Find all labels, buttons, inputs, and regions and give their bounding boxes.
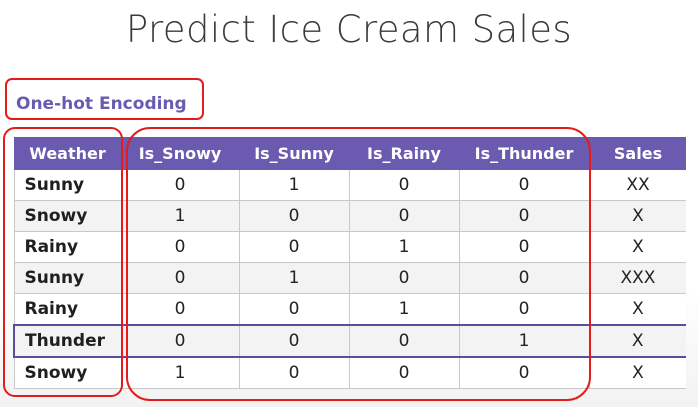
is-thunder-cell: 0	[458, 262, 590, 294]
sales-cell: X	[588, 293, 686, 326]
is-sunny-cell: 1	[238, 169, 350, 201]
weather-cell: Snowy	[13, 356, 122, 389]
weather-cell: Thunder	[13, 324, 122, 358]
is-snowy-cell: 0	[120, 262, 240, 294]
is-snowy-cell: 0	[120, 231, 240, 263]
column-header-is-thunder: Is_Thunder	[458, 137, 590, 170]
sales-cell: X	[588, 231, 686, 263]
weather-cell: Snowy	[13, 200, 122, 232]
is-sunny-cell: 0	[238, 324, 350, 358]
is-sunny-cell: 0	[238, 231, 350, 263]
sales-cell: X	[588, 324, 686, 358]
table-row: Rainy 0 0 1 0 X	[13, 293, 686, 326]
is-thunder-cell: 1	[458, 324, 590, 358]
is-rainy-cell: 0	[348, 169, 460, 201]
is-sunny-cell: 0	[238, 200, 350, 232]
is-rainy-cell: 1	[348, 293, 460, 326]
is-sunny-cell: 0	[238, 293, 350, 326]
sales-cell: XXX	[588, 262, 686, 294]
is-thunder-cell: 0	[458, 200, 590, 232]
sales-cell: X	[588, 200, 686, 232]
is-snowy-cell: 0	[120, 293, 240, 326]
is-snowy-cell: 1	[120, 356, 240, 389]
encoding-table: Weather Is_Snowy Is_Sunny Is_Rainy Is_Th…	[13, 137, 686, 389]
is-sunny-cell: 1	[238, 262, 350, 294]
is-rainy-cell: 1	[348, 231, 460, 263]
table-header-row: Weather Is_Snowy Is_Sunny Is_Rainy Is_Th…	[13, 137, 686, 170]
is-snowy-cell: 1	[120, 200, 240, 232]
is-rainy-cell: 0	[348, 262, 460, 294]
is-rainy-cell: 0	[348, 200, 460, 232]
slide-subtitle: One-hot Encoding	[16, 94, 187, 114]
is-thunder-cell: 0	[458, 231, 590, 263]
table-row: Rainy 0 0 1 0 X	[13, 231, 686, 263]
weather-cell: Sunny	[13, 169, 122, 201]
table-row: Snowy 1 0 0 0 X	[13, 200, 686, 232]
is-snowy-cell: 0	[120, 169, 240, 201]
is-snowy-cell: 0	[120, 324, 240, 358]
is-sunny-cell: 0	[238, 356, 350, 389]
weather-cell: Rainy	[13, 293, 122, 326]
column-header-weather: Weather	[13, 137, 122, 170]
table-row: Sunny 0 1 0 0 XX	[13, 169, 686, 201]
column-header-sales: Sales	[588, 137, 686, 170]
is-thunder-cell: 0	[458, 169, 590, 201]
table-row: Sunny 0 1 0 0 XXX	[13, 262, 686, 294]
column-header-is-rainy: Is_Rainy	[348, 137, 460, 170]
column-header-is-snowy: Is_Snowy	[120, 137, 240, 170]
table-row: Snowy 1 0 0 0 X	[13, 356, 686, 389]
is-rainy-cell: 0	[348, 324, 460, 358]
is-thunder-cell: 0	[458, 356, 590, 389]
column-header-is-sunny: Is_Sunny	[238, 137, 350, 170]
is-rainy-cell: 0	[348, 356, 460, 389]
table-row-highlighted: Thunder 0 0 0 1 X	[13, 324, 686, 358]
weather-cell: Sunny	[13, 262, 122, 294]
sales-cell: X	[588, 356, 686, 389]
sales-cell: XX	[588, 169, 686, 201]
slide-title: Predict Ice Cream Sales	[125, 8, 573, 51]
is-thunder-cell: 0	[458, 293, 590, 326]
weather-cell: Rainy	[13, 231, 122, 263]
encoding-table-container: Weather Is_Snowy Is_Sunny Is_Rainy Is_Th…	[13, 137, 686, 389]
